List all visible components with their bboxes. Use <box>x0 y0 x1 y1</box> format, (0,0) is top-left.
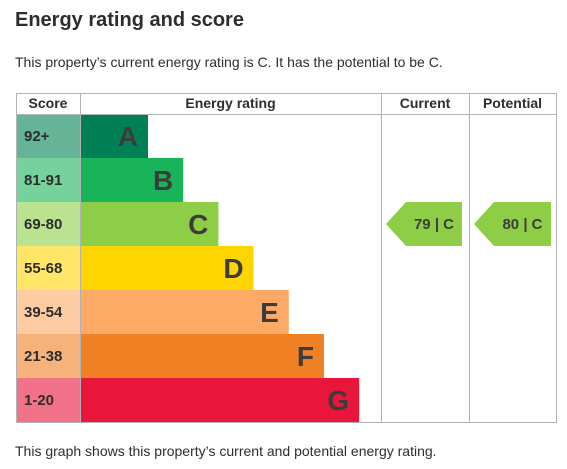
band-bar-g <box>80 378 360 422</box>
band-bar-f <box>80 334 324 378</box>
current-rating-arrow <box>386 202 462 246</box>
band-bar-d <box>80 246 254 290</box>
score-label-a: 92+ <box>24 128 50 145</box>
band-letter-g: G <box>327 385 349 416</box>
band-letter-a: A <box>118 121 138 152</box>
potential-rating-label: 80 | C <box>502 216 542 233</box>
score-label-f: 21-38 <box>24 348 62 365</box>
band-letter-b: B <box>153 165 173 196</box>
score-cell-a <box>16 114 80 158</box>
chart-caption: This graph shows this property’s current… <box>15 443 437 459</box>
score-cell-c <box>16 202 80 246</box>
header-score: Score <box>29 95 68 111</box>
score-label-b: 81-91 <box>24 172 62 189</box>
header-current: Current <box>400 95 451 111</box>
rating-indicators: 79 | C 80 | C <box>386 202 551 246</box>
band-letter-d: D <box>223 253 243 284</box>
score-label-c: 69-80 <box>24 216 62 233</box>
rating-summary: This property’s current energy rating is… <box>15 54 443 70</box>
score-cell-b <box>16 158 80 202</box>
score-label-e: 39-54 <box>24 304 63 321</box>
chart-grid <box>16 93 557 423</box>
score-cell-d <box>16 246 80 290</box>
band-bar-e <box>80 290 289 334</box>
score-label-g: 1-20 <box>24 392 54 409</box>
column-headers: Score Energy rating Current Potential <box>29 95 543 111</box>
score-cell-f <box>16 334 80 378</box>
band-letter-e: E <box>260 297 279 328</box>
header-potential: Potential <box>483 95 542 111</box>
score-cell-e <box>16 290 80 334</box>
page-title: Energy rating and score <box>15 9 244 31</box>
score-cell-g <box>16 378 80 422</box>
band-bar-a <box>80 114 148 158</box>
band-letter-c: C <box>188 209 208 240</box>
potential-rating-arrow <box>474 202 551 246</box>
header-rating: Energy rating <box>185 95 275 111</box>
current-rating-label: 79 | C <box>414 216 454 233</box>
band-letter-f: F <box>297 341 314 372</box>
rating-bands: 92+ A 81-91 B 69-80 C 55-68 D 39-54 E 21-38 F 1-20 G <box>16 114 360 422</box>
score-label-d: 55-68 <box>24 260 62 277</box>
chart-border <box>16 93 557 423</box>
band-bar-b <box>80 158 184 202</box>
band-bar-c <box>80 202 219 246</box>
